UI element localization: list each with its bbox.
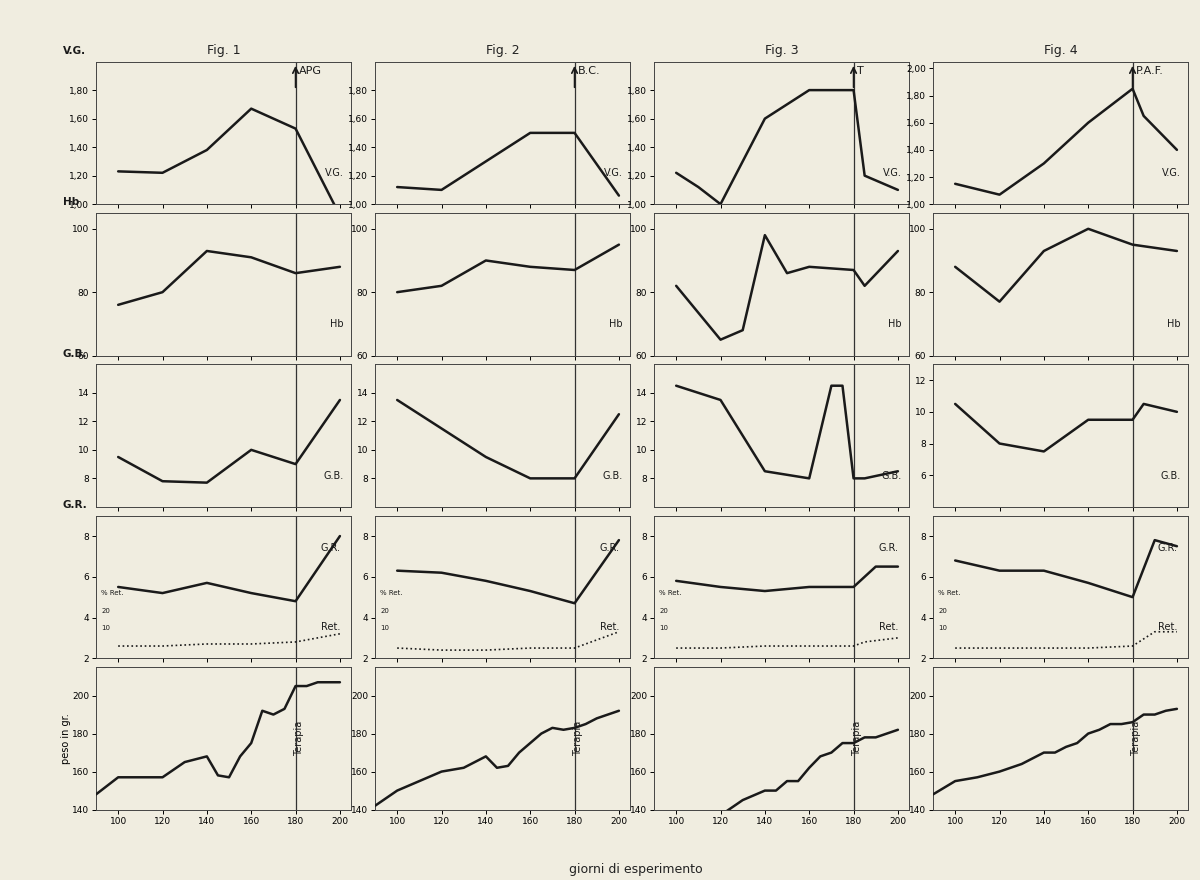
Text: % Ret.: % Ret.	[659, 590, 682, 596]
Text: P.A.F.: P.A.F.	[1136, 66, 1164, 76]
Text: Fig. 2: Fig. 2	[486, 44, 520, 57]
Text: Hb: Hb	[1166, 319, 1181, 329]
Text: V.G.: V.G.	[324, 168, 343, 178]
Text: G.R.: G.R.	[1158, 544, 1178, 554]
Text: APG: APG	[299, 66, 322, 76]
Text: G.B.: G.B.	[323, 471, 343, 480]
Text: Terapia: Terapia	[1130, 721, 1141, 756]
Text: % Ret.: % Ret.	[938, 590, 961, 596]
Text: G.B.: G.B.	[1160, 471, 1181, 480]
Text: V.G.: V.G.	[1162, 168, 1181, 178]
Text: Hb: Hb	[330, 319, 343, 329]
Text: Fig. 3: Fig. 3	[764, 44, 798, 57]
Text: Hb: Hb	[62, 197, 79, 208]
Text: G.R.: G.R.	[62, 500, 88, 510]
Text: 20: 20	[938, 608, 947, 614]
Text: T: T	[857, 66, 864, 76]
Text: B.C.: B.C.	[578, 66, 600, 76]
Text: G.R.: G.R.	[320, 544, 341, 554]
Text: giorni di esperimento: giorni di esperimento	[569, 862, 703, 876]
Text: V.G.: V.G.	[882, 168, 901, 178]
Text: 10: 10	[659, 626, 668, 631]
Text: Fig. 4: Fig. 4	[1044, 44, 1078, 57]
Text: Hb: Hb	[608, 319, 623, 329]
Text: V.G.: V.G.	[62, 46, 86, 56]
Text: Ret.: Ret.	[600, 622, 619, 632]
Text: G.R.: G.R.	[878, 544, 899, 554]
Text: Ret.: Ret.	[1158, 622, 1178, 632]
Y-axis label: peso in gr.: peso in gr.	[61, 713, 71, 764]
Text: G.B.: G.B.	[62, 348, 88, 359]
Text: Terapia: Terapia	[852, 721, 862, 756]
Text: Terapia: Terapia	[572, 721, 583, 756]
Text: 10: 10	[380, 626, 389, 631]
Text: 10: 10	[101, 626, 110, 631]
Text: % Ret.: % Ret.	[380, 590, 403, 596]
Text: Ret.: Ret.	[322, 622, 341, 632]
Text: G.B.: G.B.	[881, 471, 901, 480]
Text: V.G.: V.G.	[604, 168, 623, 178]
Text: Terapia: Terapia	[294, 721, 304, 756]
Text: Hb: Hb	[888, 319, 901, 329]
Text: 20: 20	[101, 608, 110, 614]
Text: Fig. 1: Fig. 1	[206, 44, 240, 57]
Text: 20: 20	[659, 608, 668, 614]
Text: 10: 10	[938, 626, 947, 631]
Text: % Ret.: % Ret.	[101, 590, 124, 596]
Text: G.B.: G.B.	[602, 471, 623, 480]
Text: Ret.: Ret.	[880, 622, 899, 632]
Text: 20: 20	[380, 608, 389, 614]
Text: G.R.: G.R.	[600, 544, 619, 554]
